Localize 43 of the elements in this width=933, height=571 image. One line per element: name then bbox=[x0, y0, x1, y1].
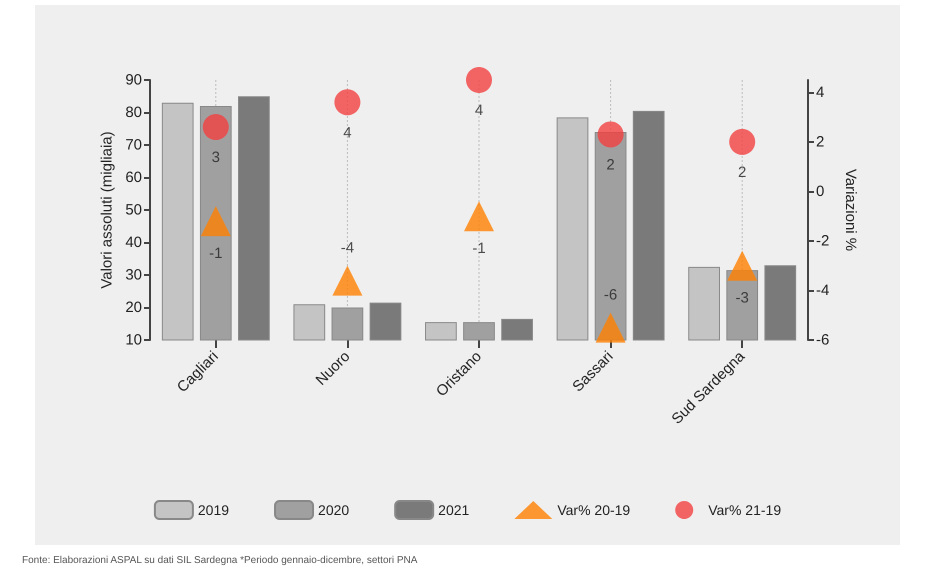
y-tick-label: 90 bbox=[125, 72, 142, 88]
data-label: 3 bbox=[212, 149, 220, 166]
point bbox=[729, 128, 756, 155]
point bbox=[466, 67, 492, 93]
y2-tick-label: -6 bbox=[816, 332, 830, 348]
y-tick-label: 50 bbox=[125, 202, 142, 218]
point bbox=[596, 312, 626, 343]
legend-label: Var% 20-19 bbox=[557, 502, 630, 518]
data-label: -1 bbox=[209, 245, 222, 262]
point bbox=[200, 206, 231, 236]
legend-label: 2019 bbox=[198, 502, 230, 518]
point bbox=[202, 114, 229, 140]
data-label: -6 bbox=[604, 286, 618, 304]
point bbox=[727, 250, 758, 281]
y-tick-label: 20 bbox=[125, 299, 142, 316]
point bbox=[598, 121, 624, 148]
legend-label: 2021 bbox=[438, 502, 470, 518]
data-label: 2 bbox=[738, 164, 746, 181]
y-tick-label: 60 bbox=[125, 169, 142, 186]
y2-tick-label: 2 bbox=[816, 133, 824, 150]
y-tick-label: 30 bbox=[125, 266, 142, 284]
legend-label: 2020 bbox=[318, 502, 350, 518]
y-tick-label: 80 bbox=[125, 104, 142, 121]
data-label: -4 bbox=[340, 240, 354, 257]
y2-tick-label: -2 bbox=[816, 232, 830, 250]
y2-tick-label: -4 bbox=[816, 282, 830, 299]
y2-tick-label: 0 bbox=[816, 182, 824, 200]
y-tick-label: 70 bbox=[125, 136, 142, 154]
data-label: 4 bbox=[343, 124, 352, 142]
data-label: -1 bbox=[472, 240, 486, 258]
data-label: 2 bbox=[606, 156, 615, 174]
y-tick-label: 40 bbox=[125, 234, 142, 251]
legend-label: Var% 21-19 bbox=[708, 502, 782, 518]
point bbox=[464, 201, 494, 232]
point bbox=[334, 89, 360, 116]
y-tick-label: 10 bbox=[125, 332, 142, 348]
y2-tick-label: 4 bbox=[816, 84, 824, 101]
data-label: 4 bbox=[474, 102, 484, 119]
source-note: Fonte: Elaborazioni ASPAL su dati SIL Sardegna *Periodo gennaio-dicembre, settori PNA bbox=[22, 555, 418, 566]
point bbox=[332, 266, 362, 296]
data-label: -3 bbox=[736, 290, 749, 307]
y-axis-title: Valori assoluti (migliaia) bbox=[98, 131, 116, 289]
y2-axis-title: Variazioni % bbox=[842, 168, 859, 252]
